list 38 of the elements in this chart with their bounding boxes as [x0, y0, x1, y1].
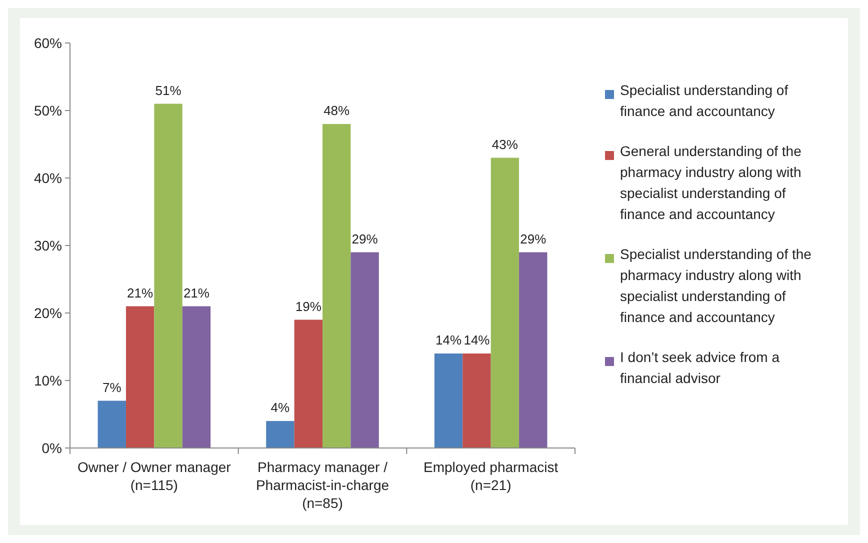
- data-label: 7%: [102, 380, 122, 395]
- bar: [322, 124, 351, 448]
- legend-label: General understanding of the pharmacy industry along with specialist understanding of finance and accountancy: [620, 143, 802, 222]
- y-tick-label: 10%: [34, 372, 62, 388]
- data-label: 29%: [520, 231, 547, 246]
- y-tick-label: 60%: [34, 34, 62, 51]
- data-label: 4%: [270, 400, 290, 415]
- data-label: 43%: [492, 136, 518, 152]
- bar: [350, 252, 379, 448]
- bar: [490, 158, 520, 448]
- x-tick-label: Employed pharmacist (n=21): [424, 459, 558, 493]
- bar: [154, 104, 182, 448]
- y-tick-label: 20%: [34, 304, 62, 321]
- x-tick-label: Owner / Owner manager (n=115): [78, 459, 232, 493]
- bar: [519, 252, 548, 448]
- data-label: 51%: [155, 82, 182, 98]
- y-tick-label: 0%: [42, 440, 62, 456]
- legend-label: Specialist understanding of the pharmacy industry along with specialist understanding of finance and accountancy: [620, 246, 812, 325]
- bar: [462, 354, 491, 448]
- bar: [434, 354, 463, 448]
- data-label: 21%: [127, 285, 154, 300]
- bar: [294, 320, 322, 448]
- bar: [98, 400, 126, 448]
- y-tick-label: 50%: [34, 102, 62, 118]
- y-tick-label: 30%: [34, 237, 62, 254]
- x-tick-label: Pharmacy manager / Pharmacist-in-charge (n=85): [256, 459, 390, 511]
- legend-label: I don’t seek advice from a financial advisor: [620, 349, 780, 386]
- data-label: 48%: [324, 103, 350, 118]
- data-label: 21%: [183, 285, 210, 300]
- data-label: 14%: [436, 332, 462, 348]
- y-tick-label: 40%: [34, 170, 62, 186]
- bar: [126, 306, 154, 448]
- data-label: 14%: [464, 332, 490, 348]
- bar: [266, 421, 294, 448]
- data-label: 29%: [352, 231, 378, 246]
- legend-label: Specialist understanding of finance and accountancy: [620, 82, 788, 119]
- data-label: 19%: [295, 298, 322, 314]
- bar: [182, 306, 211, 448]
